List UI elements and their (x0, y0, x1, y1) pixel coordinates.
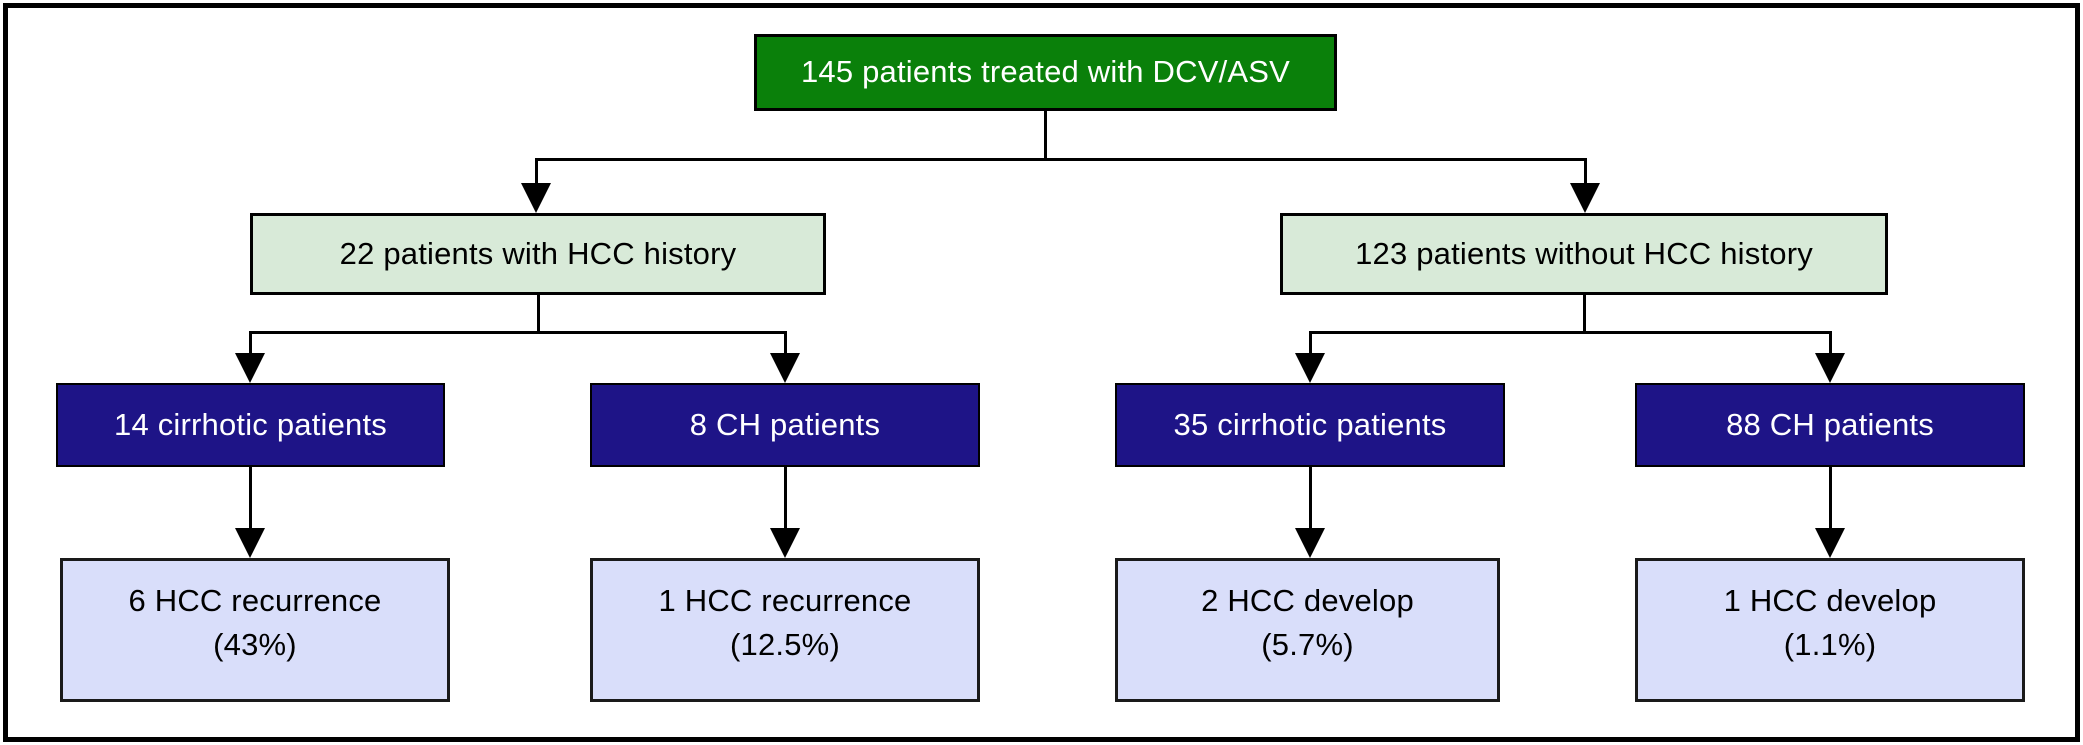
connector-root-stub (1044, 111, 1047, 160)
node-develop-2: 2 HCC develop (5.7%) (1115, 558, 1500, 702)
arrowhead-develop-1 (1815, 528, 1845, 558)
connector-drop-recurrence-6 (249, 467, 252, 532)
node-ch-8-label: 8 CH patients (689, 406, 881, 442)
node-recurrence-6-count: 6 HCC recurrence (128, 583, 382, 618)
node-root-treated-patients: 145 patients treated with DCV/ASV (754, 34, 1337, 111)
connector-drop-no-hcc-history (1584, 158, 1587, 188)
arrowhead-cirrhotic-14 (235, 353, 265, 383)
node-cirrhotic-14: 14 cirrhotic patients (56, 383, 445, 467)
node-no-hcc-history-label: 123 patients without HCC history (1355, 235, 1813, 271)
node-ch-88-label: 88 CH patients (1726, 406, 1934, 442)
arrowhead-ch-88 (1815, 353, 1845, 383)
connector-drop-ch-8 (784, 331, 787, 357)
connector-no-hcc-history-branch (1310, 331, 1832, 334)
node-recurrence-1-percent: (12.5%) (730, 627, 840, 662)
connector-drop-cirrhotic-35 (1309, 331, 1312, 357)
connector-no-hcc-history-stub (1583, 295, 1586, 333)
node-root-label: 145 patients treated with DCV/ASV (800, 54, 1291, 90)
node-recurrence-1: 1 HCC recurrence (12.5%) (590, 558, 980, 702)
connector-drop-ch-88 (1829, 331, 1832, 357)
connector-hcc-history-branch (250, 331, 787, 334)
node-develop-1-percent: (1.1%) (1783, 627, 1877, 662)
connector-drop-hcc-history (535, 158, 538, 188)
node-cirrhotic-14-label: 14 cirrhotic patients (114, 406, 387, 442)
arrowhead-no-hcc-history (1570, 183, 1600, 213)
arrowhead-cirrhotic-35 (1295, 353, 1325, 383)
arrowhead-develop-2 (1295, 528, 1325, 558)
node-develop-2-count: 2 HCC develop (1201, 583, 1414, 618)
arrowhead-hcc-history (521, 183, 551, 213)
arrowhead-ch-8 (770, 353, 800, 383)
connector-drop-cirrhotic-14 (249, 331, 252, 357)
node-recurrence-6: 6 HCC recurrence (43%) (60, 558, 450, 702)
node-develop-1-count: 1 HCC develop (1723, 583, 1937, 618)
node-ch-8: 8 CH patients (590, 383, 980, 467)
node-hcc-history-label: 22 patients with HCC history (339, 235, 737, 271)
connector-drop-recurrence-1 (784, 467, 787, 532)
node-hcc-history: 22 patients with HCC history (250, 213, 826, 295)
arrowhead-recurrence-6 (235, 528, 265, 558)
connector-drop-develop-2 (1309, 467, 1312, 532)
node-develop-1: 1 HCC develop (1.1%) (1635, 558, 2025, 702)
connector-root-branch (535, 158, 1587, 161)
node-recurrence-6-percent: (43%) (213, 627, 297, 662)
node-recurrence-1-count: 1 HCC recurrence (658, 583, 912, 618)
node-cirrhotic-35: 35 cirrhotic patients (1115, 383, 1505, 467)
node-ch-88: 88 CH patients (1635, 383, 2025, 467)
figure-border (3, 3, 2080, 742)
connector-hcc-history-stub (537, 295, 540, 333)
node-no-hcc-history: 123 patients without HCC history (1280, 213, 1888, 295)
node-cirrhotic-35-label: 35 cirrhotic patients (1173, 406, 1447, 442)
connector-drop-develop-1 (1829, 467, 1832, 532)
arrowhead-recurrence-1 (770, 528, 800, 558)
node-develop-2-percent: (5.7%) (1261, 627, 1354, 662)
